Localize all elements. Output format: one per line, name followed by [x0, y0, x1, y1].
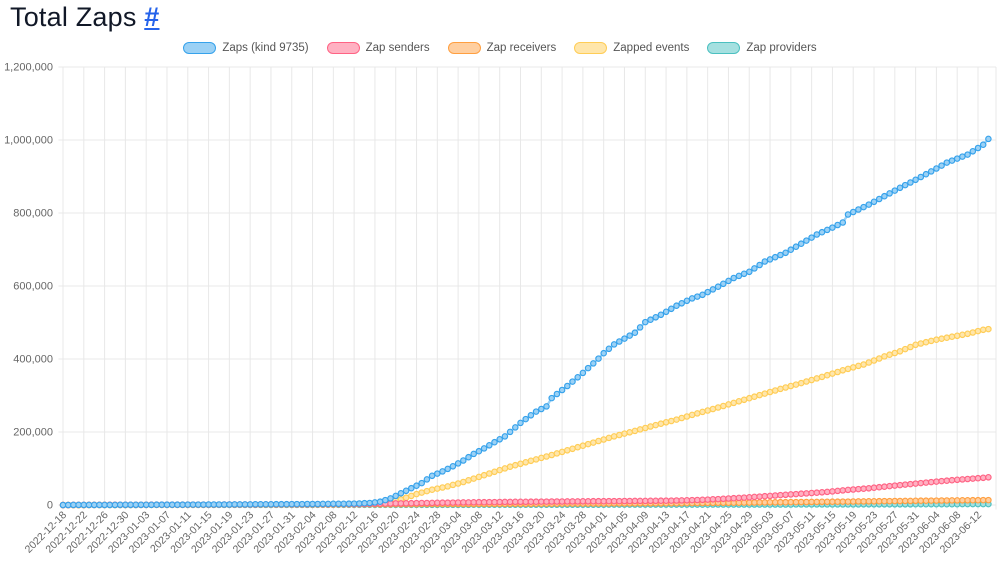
legend-item-zap-providers[interactable]: Zap providers — [707, 42, 817, 54]
y-tick-label: 400,000 — [13, 354, 53, 366]
legend-label: Zapped events — [613, 42, 690, 54]
legend-label: Zap receivers — [486, 42, 557, 54]
y-tick-label: 1,000,000 — [4, 135, 53, 147]
permalink-link[interactable]: # — [144, 2, 160, 32]
legend-label: Zap senders — [365, 42, 430, 54]
legend-label: Zap providers — [746, 42, 817, 54]
y-tick-label: 800,000 — [13, 208, 53, 220]
legend-item-zap-receivers[interactable]: Zap receivers — [447, 42, 557, 54]
page-title: Total Zaps # — [10, 2, 159, 33]
legend-swatch-icon — [707, 42, 741, 54]
legend-item-zapped-events[interactable]: Zapped events — [574, 42, 689, 54]
y-tick-label: 0 — [47, 500, 53, 512]
legend-swatch-icon — [447, 42, 481, 54]
series-zaps-kind-9735[interactable] — [59, 135, 992, 509]
legend-item-zaps-kind-9735[interactable]: Zaps (kind 9735) — [183, 42, 309, 54]
legend-item-zap-senders[interactable]: Zap senders — [326, 42, 430, 54]
page-title-text: Total Zaps — [10, 2, 137, 32]
y-tick-label: 600,000 — [13, 281, 53, 293]
y-tick-label: 200,000 — [13, 427, 53, 439]
legend-swatch-icon — [326, 42, 360, 54]
legend-swatch-icon — [574, 42, 608, 54]
y-tick-label: 1,200,000 — [4, 62, 53, 74]
legend-swatch-icon — [183, 42, 217, 54]
y-axis: 0 200,000 400,000 600,000 800,000 1,000,000 1,… — [4, 62, 996, 512]
legend-label: Zaps (kind 9735) — [222, 42, 309, 54]
chart-legend: Zaps (kind 9735) Zap senders Zap receivers… — [0, 42, 1000, 54]
